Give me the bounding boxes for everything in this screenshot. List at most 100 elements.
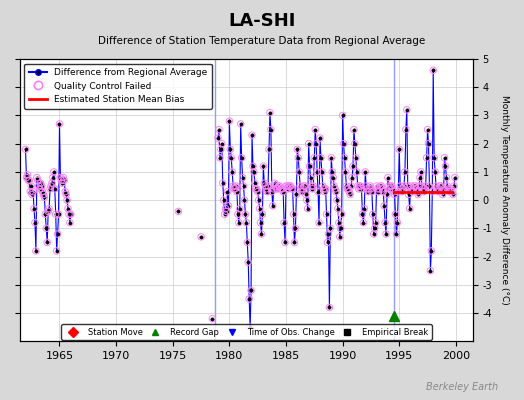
Point xyxy=(451,174,459,181)
Point xyxy=(245,296,254,302)
Point xyxy=(23,174,31,181)
Point xyxy=(443,183,452,189)
Point xyxy=(328,169,336,175)
Point xyxy=(283,186,292,192)
Point xyxy=(225,118,234,124)
Point xyxy=(40,194,49,200)
Point xyxy=(224,202,233,209)
Point xyxy=(322,211,331,218)
Point xyxy=(263,188,271,195)
Point xyxy=(334,206,342,212)
Point xyxy=(271,183,280,189)
Point xyxy=(440,154,449,161)
Point xyxy=(272,186,281,192)
Point xyxy=(208,316,216,322)
Point xyxy=(228,169,236,175)
Point xyxy=(307,174,315,181)
Point xyxy=(386,186,394,192)
Point xyxy=(302,191,310,198)
Point xyxy=(433,186,441,192)
Point xyxy=(217,146,225,152)
Point xyxy=(434,188,442,195)
Point xyxy=(351,140,359,147)
Point xyxy=(406,206,414,212)
Point xyxy=(216,154,224,161)
Point xyxy=(241,197,249,203)
Point xyxy=(354,186,363,192)
Point xyxy=(435,186,443,192)
Point xyxy=(383,191,391,198)
Point xyxy=(441,163,450,170)
Text: Berkeley Earth: Berkeley Earth xyxy=(425,382,498,392)
Point xyxy=(56,174,64,181)
Point xyxy=(48,180,56,186)
Point xyxy=(280,220,288,226)
Point xyxy=(402,126,410,133)
Point xyxy=(335,234,344,240)
Point xyxy=(435,183,444,189)
Text: LA-SHI: LA-SHI xyxy=(228,12,296,30)
Point xyxy=(330,183,339,189)
Point xyxy=(288,186,296,192)
Point xyxy=(315,220,323,226)
Y-axis label: Monthly Temperature Anomaly Difference (°C): Monthly Temperature Anomaly Difference (… xyxy=(500,95,509,305)
Point xyxy=(266,110,274,116)
Point xyxy=(360,206,368,212)
Point xyxy=(283,183,291,189)
Point xyxy=(419,186,427,192)
Point xyxy=(395,146,403,152)
Point xyxy=(367,186,375,192)
Point xyxy=(363,186,372,192)
Point xyxy=(295,169,303,175)
Point xyxy=(254,188,262,195)
Point xyxy=(422,154,431,161)
Point xyxy=(413,188,421,195)
Point xyxy=(407,186,416,192)
Point xyxy=(373,183,381,189)
Point xyxy=(412,186,420,192)
Point xyxy=(243,239,252,246)
Point xyxy=(302,197,311,203)
Point xyxy=(399,186,407,192)
Point xyxy=(426,268,434,274)
Point xyxy=(32,248,40,254)
Point xyxy=(353,169,361,175)
Point xyxy=(265,146,273,152)
Point xyxy=(236,206,244,212)
Point xyxy=(23,172,31,178)
Point xyxy=(346,191,354,198)
Point xyxy=(258,211,267,218)
Point xyxy=(402,107,411,113)
Point xyxy=(277,186,286,192)
Point xyxy=(420,188,428,195)
Point xyxy=(314,188,322,195)
Point xyxy=(65,211,73,218)
Point xyxy=(444,186,453,192)
Point xyxy=(305,163,314,170)
Point xyxy=(67,211,75,218)
Point xyxy=(349,163,357,170)
Point xyxy=(29,188,37,195)
Point xyxy=(411,183,420,189)
Point xyxy=(52,248,61,254)
Point xyxy=(439,191,447,198)
Point xyxy=(239,183,248,189)
Point xyxy=(408,188,417,195)
Point xyxy=(376,183,385,189)
Point xyxy=(219,180,227,186)
Point xyxy=(30,206,38,212)
Point xyxy=(270,180,279,186)
Point xyxy=(64,206,72,212)
Point xyxy=(220,197,228,203)
Point xyxy=(388,183,396,189)
Point xyxy=(344,186,353,192)
Point xyxy=(409,186,418,192)
Point xyxy=(252,186,260,192)
Point xyxy=(247,287,255,294)
Point xyxy=(231,186,239,192)
Point xyxy=(269,202,277,209)
Point xyxy=(222,206,230,212)
Point xyxy=(227,154,235,161)
Point xyxy=(43,239,51,246)
Point xyxy=(296,183,304,189)
